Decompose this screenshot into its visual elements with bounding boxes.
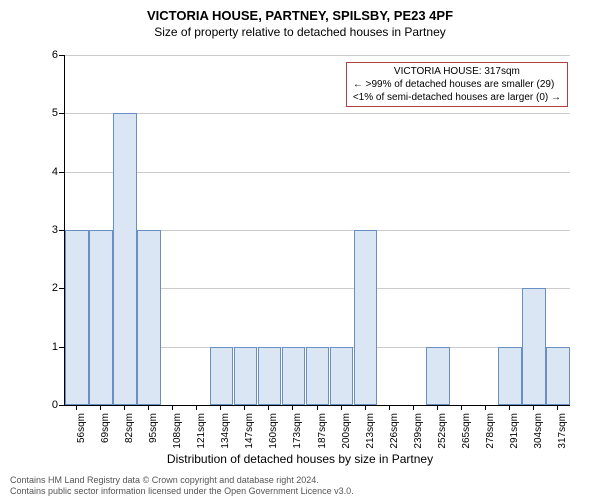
x-tick-mark <box>76 405 77 410</box>
y-tick-mark <box>59 405 64 406</box>
y-tick-label: 6 <box>52 49 58 61</box>
x-tick-mark <box>268 405 269 410</box>
x-tick-label: 252sqm <box>437 413 448 453</box>
bar <box>258 347 282 405</box>
annotation-line-1: VICTORIA HOUSE: 317sqm <box>353 65 561 78</box>
footer-line-1: Contains HM Land Registry data © Crown c… <box>10 475 354 486</box>
bar <box>137 230 161 405</box>
y-tick-mark <box>59 172 64 173</box>
x-tick-mark <box>317 405 318 410</box>
x-tick-label: 317sqm <box>557 413 568 453</box>
x-tick-mark <box>365 405 366 410</box>
x-tick-label: 147sqm <box>244 413 255 453</box>
bar <box>522 288 546 405</box>
annotation-line-2: ← >99% of detached houses are smaller (2… <box>353 78 561 91</box>
y-tick-label: 3 <box>52 224 58 236</box>
bar <box>498 347 522 405</box>
x-tick-mark <box>341 405 342 410</box>
y-tick-mark <box>59 230 64 231</box>
bar <box>426 347 450 405</box>
x-tick-label: 173sqm <box>292 413 303 453</box>
x-tick-mark <box>292 405 293 410</box>
x-tick-mark <box>124 405 125 410</box>
bar <box>234 347 258 405</box>
y-tick-label: 2 <box>52 282 58 294</box>
bar <box>65 230 89 405</box>
x-tick-label: 121sqm <box>196 413 207 453</box>
y-tick-label: 1 <box>52 341 58 353</box>
footer-attribution: Contains HM Land Registry data © Crown c… <box>10 475 354 497</box>
x-axis-label: Distribution of detached houses by size … <box>0 452 600 466</box>
x-tick-label: 56sqm <box>76 413 87 453</box>
x-tick-label: 134sqm <box>220 413 231 453</box>
gridline <box>65 55 570 56</box>
x-tick-mark <box>244 405 245 410</box>
y-tick-label: 0 <box>52 399 58 411</box>
y-tick-label: 5 <box>52 107 58 119</box>
x-tick-label: 265sqm <box>461 413 472 453</box>
y-tick-mark <box>59 288 64 289</box>
x-tick-mark <box>172 405 173 410</box>
gridline <box>65 172 570 173</box>
bar <box>113 113 137 405</box>
x-tick-mark <box>220 405 221 410</box>
y-tick-label: 4 <box>52 166 58 178</box>
chart-plot-area <box>64 55 570 406</box>
x-tick-label: 226sqm <box>389 413 400 453</box>
x-tick-label: 291sqm <box>509 413 520 453</box>
footer-line-2: Contains public sector information licen… <box>10 486 354 497</box>
gridline <box>65 113 570 114</box>
x-tick-mark <box>533 405 534 410</box>
bar <box>282 347 306 405</box>
x-tick-label: 200sqm <box>341 413 352 453</box>
chart-title-main: VICTORIA HOUSE, PARTNEY, SPILSBY, PE23 4… <box>0 0 600 23</box>
x-tick-mark <box>557 405 558 410</box>
bar <box>306 347 330 405</box>
x-tick-mark <box>389 405 390 410</box>
bar <box>89 230 113 405</box>
x-tick-label: 95sqm <box>148 413 159 453</box>
bar <box>330 347 354 405</box>
annotation-box: VICTORIA HOUSE: 317sqm← >99% of detached… <box>346 62 568 107</box>
x-tick-label: 213sqm <box>365 413 376 453</box>
x-tick-mark <box>196 405 197 410</box>
x-tick-label: 69sqm <box>100 413 111 453</box>
x-tick-mark <box>413 405 414 410</box>
x-tick-mark <box>509 405 510 410</box>
x-tick-label: 82sqm <box>124 413 135 453</box>
y-tick-mark <box>59 113 64 114</box>
x-tick-label: 187sqm <box>317 413 328 453</box>
x-tick-label: 304sqm <box>533 413 544 453</box>
annotation-line-3: <1% of semi-detached houses are larger (… <box>353 91 561 104</box>
x-tick-mark <box>100 405 101 410</box>
x-tick-mark <box>461 405 462 410</box>
x-tick-label: 108sqm <box>172 413 183 453</box>
x-tick-label: 278sqm <box>485 413 496 453</box>
y-tick-mark <box>59 55 64 56</box>
x-tick-mark <box>148 405 149 410</box>
chart-title-sub: Size of property relative to detached ho… <box>0 23 600 39</box>
x-tick-label: 160sqm <box>268 413 279 453</box>
bar <box>546 347 570 405</box>
x-tick-label: 239sqm <box>413 413 424 453</box>
bar <box>354 230 378 405</box>
x-tick-mark <box>485 405 486 410</box>
bar <box>210 347 234 405</box>
y-tick-mark <box>59 347 64 348</box>
x-tick-mark <box>437 405 438 410</box>
